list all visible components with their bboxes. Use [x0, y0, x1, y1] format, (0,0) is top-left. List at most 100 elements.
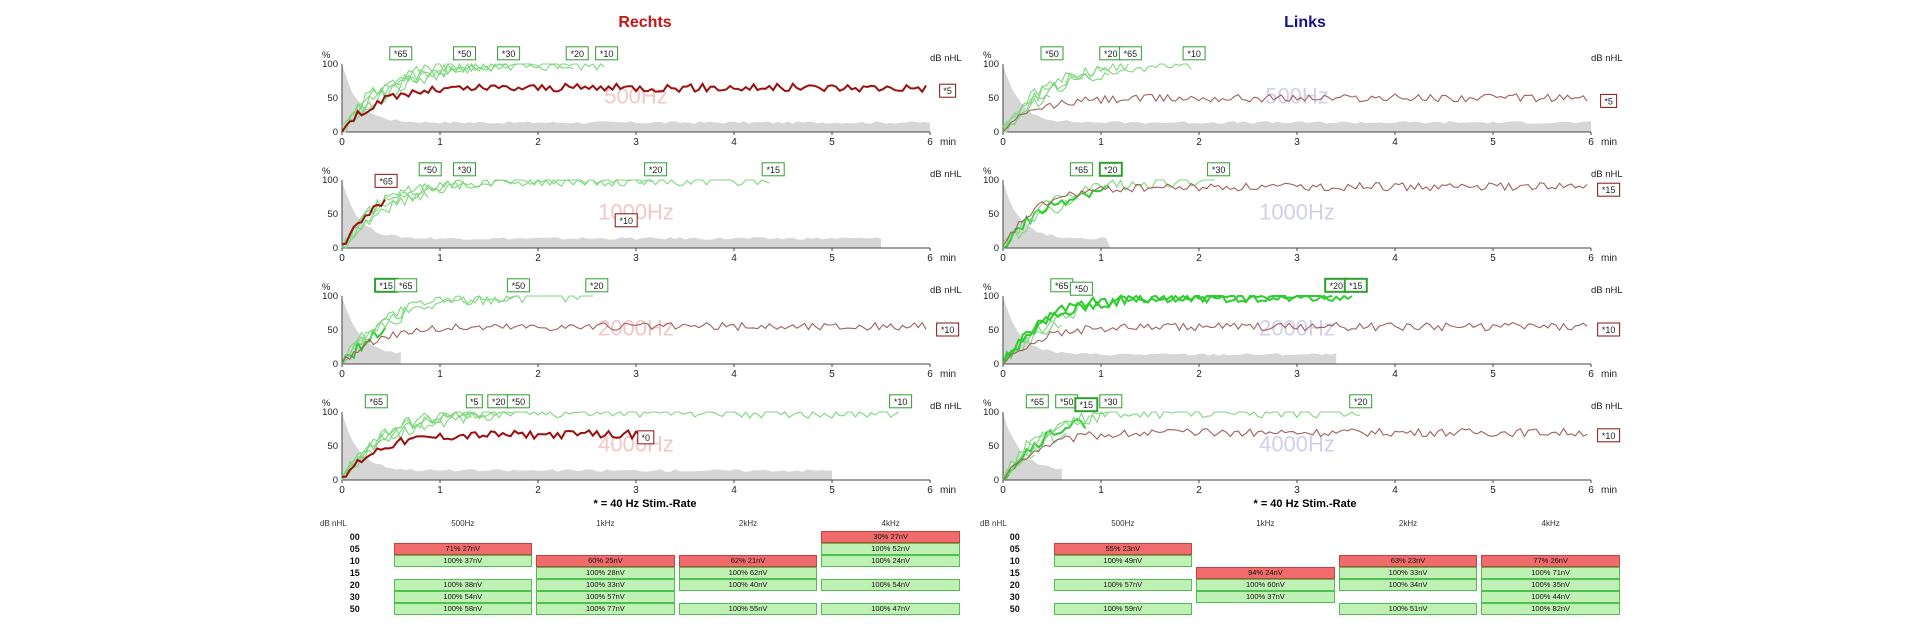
level-cell: 30	[1009, 592, 1020, 602]
y-tick-label: 100	[322, 59, 338, 70]
x-tick-label: 2	[1196, 485, 1202, 496]
y-tick-label: 50	[327, 209, 338, 220]
noise-floor-area	[1003, 65, 1591, 132]
green-trace	[1002, 294, 1353, 365]
green-trace	[341, 179, 770, 249]
level-tag-10: *10	[1602, 431, 1616, 441]
level-tag-box	[1343, 277, 1368, 293]
x-tick-label: 6	[1588, 253, 1594, 264]
result-cell: 100% 40nV	[677, 579, 820, 591]
result-pass: 100% 59nV	[1053, 603, 1193, 615]
red-trace	[1002, 321, 1588, 365]
x-tick-label: 0	[339, 485, 345, 496]
result-cell: 100% 57nV	[1052, 579, 1195, 591]
x-tick-label: 6	[927, 485, 933, 496]
result-cell: 100% 33nV	[1337, 567, 1480, 579]
y-tick-label: 0	[333, 475, 338, 486]
result-empty	[1054, 567, 1193, 579]
right-ear-title: Rechts	[618, 14, 672, 31]
result-empty	[1481, 543, 1620, 555]
x-tick-label: 1	[1098, 137, 1104, 148]
green-trace	[1002, 179, 1215, 245]
result-pass: 100% 51nV	[1338, 603, 1478, 615]
x-tick-label: 5	[829, 369, 835, 380]
result-fail: 71% 27nV	[393, 543, 533, 555]
level-tag-30: *30	[1212, 165, 1226, 175]
level-tag-50: *50	[1045, 49, 1059, 59]
result-empty	[679, 531, 818, 543]
level-tag-5: *5	[1604, 96, 1613, 106]
level-tag-box	[1597, 322, 1621, 337]
level-tag-box	[1040, 46, 1064, 61]
result-empty	[1339, 543, 1478, 555]
level-tag-box	[506, 278, 530, 293]
result-cell	[392, 531, 535, 543]
result-cell	[1052, 567, 1195, 579]
result-pass: 100% 71nV	[1481, 567, 1620, 579]
level-unit-label: dB nHL	[1591, 285, 1623, 296]
frequency-watermark: 4000Hz	[1259, 431, 1335, 456]
result-cell: 60% 25nV	[534, 555, 677, 567]
level-tag-box	[394, 278, 418, 293]
x-tick-label: 5	[1490, 369, 1496, 380]
level-cell: 50	[1009, 604, 1020, 614]
level-unit-label: dB nHL	[930, 401, 962, 412]
level-tag-20: *20	[1104, 165, 1118, 175]
result-pass: 100% 55nV	[678, 603, 818, 615]
result-cell: 100% 24nV	[819, 555, 962, 567]
table-row: 05 71% 27nV 100% 52nV	[318, 543, 962, 555]
level-cell: 20	[1009, 580, 1020, 590]
y-tick-label: 50	[327, 325, 338, 336]
level-tag-box	[374, 173, 398, 188]
level-tag-box	[936, 322, 960, 337]
x-tick-label: 4	[1392, 253, 1398, 264]
x-tick-label: 6	[1588, 485, 1594, 496]
result-empty	[1196, 603, 1335, 615]
x-tick-label: 3	[633, 253, 639, 264]
result-cell: 100% 52nV	[819, 543, 962, 555]
noise-floor-area	[342, 64, 930, 132]
x-tick-label: 5	[829, 137, 835, 148]
result-cell: 100% 82nV	[1479, 603, 1622, 615]
level-tag-65: *65	[1055, 281, 1069, 291]
x-tick-label: 2	[535, 137, 541, 148]
result-cell: 55% 23nV	[1052, 543, 1195, 555]
y-tick-label: 0	[994, 127, 999, 138]
level-tag-20: *20	[590, 281, 604, 291]
results-table-left: dB nHL 500Hz 1kHz 2kHz 4kHz 00 05 55% 23nV 10 100…	[978, 515, 1622, 615]
y-unit-label: %	[983, 166, 992, 177]
level-unit-label: dB nHL	[1591, 169, 1623, 180]
x-tick-label: 2	[1196, 253, 1202, 264]
x-tick-label: 0	[339, 253, 345, 264]
result-cell: 63% 23nV	[1337, 555, 1480, 567]
x-tick-label: 1	[1098, 369, 1104, 380]
result-pass: 100% 77nV	[536, 603, 675, 615]
level-tag-box	[614, 213, 638, 228]
table-row: 30 100% 54nV 100% 57nV	[318, 591, 962, 603]
result-empty	[1196, 543, 1335, 555]
result-cell: 77% 26nV	[1479, 555, 1622, 567]
level-tag-50: *50	[512, 281, 526, 291]
green-trace	[341, 411, 472, 481]
green-trace	[341, 411, 496, 481]
x-tick-label: 4	[1392, 485, 1398, 496]
x-tick-label: 6	[927, 369, 933, 380]
result-pass: 100% 62nV	[678, 567, 818, 579]
level-tag-15: *15	[379, 281, 393, 291]
noise-floor-area	[1003, 181, 1111, 248]
level-tag-box	[1118, 46, 1142, 61]
level-tag-10: *10	[600, 49, 614, 59]
result-fail: 62% 21nV	[678, 555, 818, 567]
panel-right-4000Hz: 4000Hz 0 1 2 3 4 5 6 min 0 50 100% dB nHL *65 *5 *20 *50…	[322, 394, 962, 496]
result-fail: 77% 26nV	[1481, 555, 1620, 567]
result-empty	[1054, 591, 1193, 603]
x-tick-label: 3	[633, 369, 639, 380]
result-pass: 100% 37nV	[393, 555, 533, 567]
result-empty	[536, 543, 675, 555]
result-cell	[392, 567, 535, 579]
x-unit-label: min	[1601, 137, 1617, 148]
x-tick-label: 1	[1098, 485, 1104, 496]
x-unit-label: min	[940, 485, 956, 496]
